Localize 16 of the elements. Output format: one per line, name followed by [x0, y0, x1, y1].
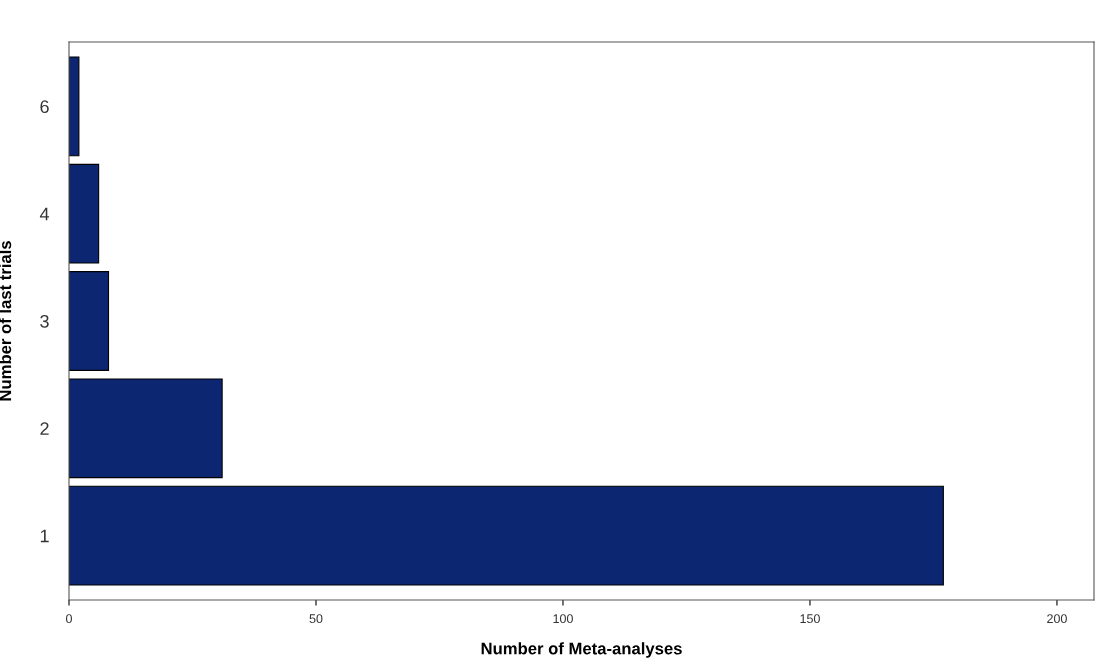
x-tick-label: 0: [66, 614, 72, 624]
bar: [69, 378, 223, 479]
bar: [69, 485, 944, 586]
x-tick-label: 50: [309, 614, 323, 624]
y-tick-label: 4: [39, 207, 50, 221]
bar: [69, 271, 110, 371]
x-tick-label: 150: [800, 614, 820, 624]
y-tick-label: 6: [40, 100, 49, 114]
bar: [69, 163, 100, 264]
y-tick-label: 1: [40, 529, 49, 543]
x-tick-label: 200: [1047, 614, 1067, 624]
y-tick-label: 3: [40, 314, 49, 328]
bar: [69, 56, 80, 157]
x-axis-title: Number of Meta-analyses: [481, 642, 682, 658]
x-tick-label: 100: [553, 614, 573, 624]
y-tick-label: 2: [40, 422, 49, 435]
